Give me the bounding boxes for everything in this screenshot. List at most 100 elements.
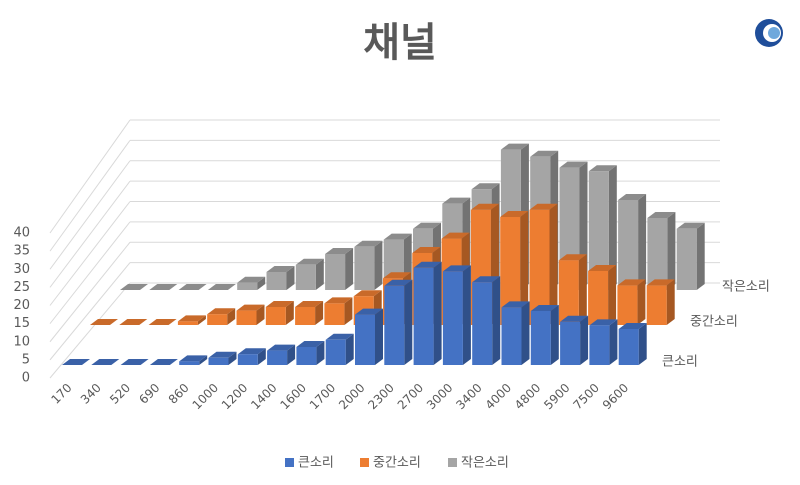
bar-top bbox=[618, 323, 647, 329]
x-tick-label: 170 bbox=[48, 381, 74, 407]
x-tick-label: 1000 bbox=[190, 381, 221, 412]
grid-line bbox=[49, 241, 131, 343]
bar-side bbox=[580, 315, 589, 365]
x-tick-label: 1200 bbox=[219, 381, 250, 412]
bar-top bbox=[354, 240, 383, 247]
bar-side bbox=[520, 211, 529, 325]
bar-top bbox=[470, 203, 499, 210]
bar bbox=[384, 285, 405, 365]
bar-top bbox=[178, 284, 207, 290]
series-label: 큰소리 bbox=[662, 355, 698, 370]
bar-side bbox=[492, 276, 501, 365]
bar-top bbox=[267, 344, 296, 351]
bar bbox=[472, 282, 493, 365]
bar-top bbox=[384, 279, 413, 286]
bar-top bbox=[295, 301, 324, 307]
x-tick-label: 2000 bbox=[336, 381, 367, 412]
bar bbox=[208, 357, 229, 365]
legend-swatch bbox=[285, 458, 294, 467]
y-tick-label: 30 bbox=[13, 262, 30, 277]
bar-side bbox=[228, 351, 237, 365]
bar bbox=[413, 267, 434, 365]
bar-side bbox=[637, 279, 646, 325]
x-tick-label: 1700 bbox=[307, 381, 338, 412]
bar bbox=[236, 310, 257, 325]
bar-side bbox=[199, 355, 208, 365]
x-tick-label: 690 bbox=[136, 381, 162, 407]
bar-top bbox=[119, 319, 148, 325]
bar-side bbox=[285, 301, 294, 325]
y-tick-label: 25 bbox=[13, 280, 30, 295]
bar-side bbox=[375, 308, 383, 365]
bar bbox=[500, 217, 521, 325]
bar bbox=[589, 325, 610, 365]
legend-swatch bbox=[448, 458, 457, 467]
x-tick-label: 860 bbox=[166, 381, 192, 407]
bar-top bbox=[324, 297, 353, 304]
bar bbox=[355, 314, 375, 365]
bar-side bbox=[345, 248, 354, 290]
grid-line bbox=[49, 282, 131, 379]
bar bbox=[295, 307, 316, 325]
bar bbox=[177, 321, 198, 325]
bar-top bbox=[207, 308, 236, 315]
bar-side bbox=[696, 222, 705, 290]
bar bbox=[588, 271, 609, 325]
bar-side bbox=[550, 305, 559, 365]
bar-top bbox=[500, 211, 529, 217]
bar-top bbox=[442, 197, 471, 204]
bar-top bbox=[295, 258, 324, 265]
grid-line bbox=[49, 201, 131, 306]
bar bbox=[295, 264, 316, 290]
bar-side bbox=[286, 266, 295, 290]
bar bbox=[354, 246, 375, 290]
grid-line bbox=[49, 160, 131, 270]
bar-top bbox=[441, 232, 470, 239]
bar-side bbox=[578, 254, 587, 325]
bar-side bbox=[433, 261, 442, 365]
x-tick-label: 3400 bbox=[453, 381, 484, 412]
bar-side bbox=[638, 194, 647, 290]
bar bbox=[618, 200, 639, 290]
bar-top bbox=[237, 348, 266, 355]
legend-swatch bbox=[360, 458, 369, 467]
x-tick-label: 2700 bbox=[395, 381, 426, 412]
chart-title: 채널 bbox=[363, 20, 437, 66]
bar-top bbox=[149, 359, 178, 365]
bar-top bbox=[383, 233, 412, 240]
x-tick-label: 3000 bbox=[424, 381, 455, 412]
bar bbox=[558, 260, 579, 325]
bar bbox=[266, 272, 287, 290]
bar bbox=[530, 311, 551, 365]
x-tick-label: 520 bbox=[107, 381, 133, 407]
bar-top bbox=[149, 284, 178, 290]
bar bbox=[617, 285, 638, 325]
bar-top bbox=[501, 301, 530, 308]
bar-top bbox=[442, 265, 471, 272]
bar-top bbox=[588, 165, 617, 172]
bar-side bbox=[638, 323, 647, 365]
bar bbox=[207, 314, 228, 325]
bar-side bbox=[521, 301, 530, 365]
bar bbox=[588, 171, 609, 290]
bar bbox=[442, 271, 463, 365]
bar-top bbox=[353, 290, 382, 297]
bar-top bbox=[383, 272, 411, 279]
bar bbox=[529, 209, 550, 325]
bar-top bbox=[471, 183, 500, 190]
grid-line bbox=[49, 221, 131, 324]
bar bbox=[179, 361, 200, 365]
bar-top bbox=[62, 359, 90, 365]
bar-top bbox=[179, 355, 208, 362]
series-label: 작은소리 bbox=[722, 280, 770, 295]
bar-top bbox=[120, 359, 149, 365]
x-tick-label: 9600 bbox=[600, 381, 631, 412]
bar-top bbox=[236, 304, 265, 311]
bar-top bbox=[530, 150, 559, 157]
bar bbox=[501, 307, 522, 365]
x-tick-label: 4800 bbox=[512, 381, 543, 412]
bar-top bbox=[265, 301, 294, 307]
bar-top bbox=[559, 161, 588, 168]
x-tick-label: 4000 bbox=[483, 381, 514, 412]
bar-side bbox=[256, 304, 265, 325]
